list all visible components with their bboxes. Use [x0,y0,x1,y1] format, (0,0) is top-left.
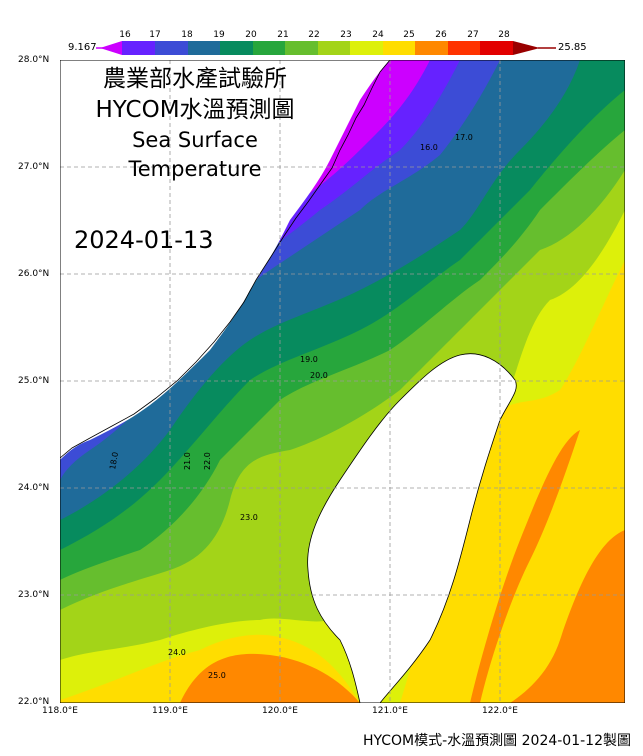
contour-labels: 16.0 17.0 18.0 19.0 20.0 21.0 22.0 23.0 … [108,133,473,680]
colorbar-tick: 27 [467,30,479,40]
svg-text:25.0: 25.0 [208,671,226,680]
lon-label: 118.0°E [42,706,78,716]
lat-label: 22.0°N [18,697,50,707]
svg-text:22.0: 22.0 [203,452,212,470]
colorbar-tick: 18 [181,30,193,40]
lat-label: 26.0°N [18,269,50,279]
colorbar-tick: 26 [435,30,447,40]
colorbar-max-label: 25.85 [558,42,587,53]
colorbar-tick: 22 [308,30,320,40]
svg-text:21.0: 21.0 [183,452,192,470]
svg-text:18.0: 18.0 [108,451,120,470]
colorbar-tick: 20 [245,30,257,40]
lon-label: 122.0°E [482,706,518,716]
svg-text:19.0: 19.0 [300,355,318,364]
title-institute: 農業部水產試驗所 [103,66,287,92]
sst-map: 16.0 17.0 18.0 19.0 20.0 21.0 22.0 23.0 … [60,60,625,703]
colorbar-min-label: 9.167 [68,42,97,53]
svg-text:24.0: 24.0 [168,648,186,657]
colorbar-tick: 21 [277,30,289,40]
title-product: HYCOM水溫預測圖 [95,97,295,123]
sst-contour-field: 16.0 17.0 18.0 19.0 20.0 21.0 22.0 23.0 … [60,60,625,703]
map-title: 農業部水產試驗所 HYCOM水溫預測圖 Sea Surface Temperat… [60,64,330,184]
colorbar-tick: 28 [498,30,510,40]
colorbar-tick: 23 [340,30,352,40]
svg-text:16.0: 16.0 [420,143,438,152]
footer-caption: HYCOM模式-水溫預測圖 2024-01-12製圖 [362,733,631,749]
colorbar-tick: 24 [372,30,384,40]
svg-text:20.0: 20.0 [310,371,328,380]
title-en-line2: Temperature [128,157,262,181]
lat-label: 24.0°N [18,483,50,493]
colorbar-tick: 19 [213,30,225,40]
colorbar-tick: 16 [119,30,131,40]
forecast-date: 2024-01-13 [74,226,214,254]
lat-label: 27.0°N [18,162,50,172]
colorbar-tick: 25 [403,30,415,40]
lat-label: 28.0°N [18,55,50,65]
lon-label: 121.0°E [372,706,408,716]
svg-text:17.0: 17.0 [455,133,473,142]
lat-label: 23.0°N [18,590,50,600]
lon-label: 119.0°E [152,706,188,716]
lat-label: 25.0°N [18,376,50,386]
colorbar-tick: 17 [149,30,161,40]
colorbar-ticks-scaled: 16 17 18 19 20 21 22 23 24 25 26 27 28 [0,0,643,40]
lon-label: 120.0°E [262,706,298,716]
title-en-line1: Sea Surface [132,128,258,152]
svg-text:23.0: 23.0 [240,513,258,522]
colorbar-scaled [0,38,643,60]
